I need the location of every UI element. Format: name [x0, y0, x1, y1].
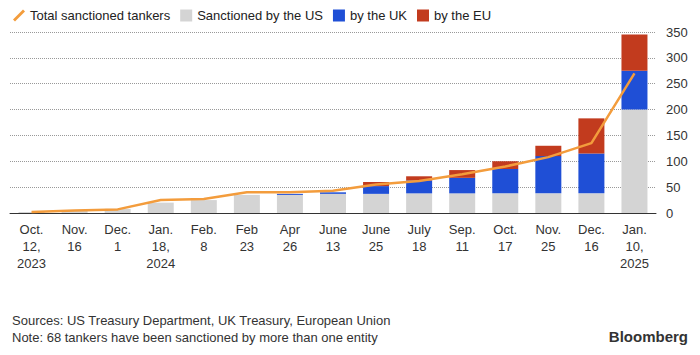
svg-text:150: 150: [666, 128, 688, 143]
svg-text:50: 50: [666, 180, 680, 195]
svg-text:100: 100: [666, 154, 688, 169]
svg-text:Jan.: Jan.: [148, 222, 173, 237]
svg-text:Dec.: Dec.: [578, 222, 605, 237]
svg-text:2023: 2023: [17, 256, 46, 271]
svg-text:Sanctioned by the US: Sanctioned by the US: [197, 8, 323, 23]
svg-text:8: 8: [200, 239, 207, 254]
svg-text:13: 13: [326, 239, 340, 254]
svg-text:by the EU: by the EU: [434, 8, 491, 23]
svg-text:16: 16: [67, 239, 81, 254]
svg-text:12,: 12,: [22, 239, 40, 254]
svg-text:Sources: US Treasury Departmen: Sources: US Treasury Department, UK Trea…: [12, 313, 390, 328]
svg-text:10,: 10,: [625, 239, 643, 254]
svg-text:300: 300: [666, 50, 688, 65]
svg-text:Dec.: Dec.: [104, 222, 131, 237]
svg-text:June: June: [362, 222, 390, 237]
svg-text:Nov.: Nov.: [535, 222, 561, 237]
svg-text:350: 350: [666, 25, 688, 40]
svg-text:18: 18: [412, 239, 426, 254]
svg-text:23: 23: [240, 239, 254, 254]
svg-text:by the UK: by the UK: [350, 8, 407, 23]
svg-text:Total sanctioned tankers: Total sanctioned tankers: [30, 8, 171, 23]
svg-text:2024: 2024: [146, 256, 175, 271]
svg-text:250: 250: [666, 76, 688, 91]
svg-text:0: 0: [666, 206, 673, 221]
svg-text:June: June: [319, 222, 347, 237]
svg-text:Apr: Apr: [280, 222, 301, 237]
svg-text:2025: 2025: [620, 256, 649, 271]
svg-text:Nov.: Nov.: [62, 222, 88, 237]
svg-text:Jan.: Jan.: [622, 222, 647, 237]
svg-text:Oct.: Oct.: [20, 222, 44, 237]
svg-text:Oct.: Oct.: [493, 222, 517, 237]
svg-text:Bloomberg: Bloomberg: [609, 328, 688, 345]
svg-text:11: 11: [455, 239, 469, 254]
svg-text:16: 16: [584, 239, 598, 254]
svg-text:18,: 18,: [152, 239, 170, 254]
svg-text:Sep.: Sep.: [449, 222, 476, 237]
svg-text:Feb: Feb: [236, 222, 258, 237]
svg-text:Note: 68 tankers have been san: Note: 68 tankers have been sanctioned by…: [12, 330, 378, 345]
svg-text:Feb.: Feb.: [191, 222, 217, 237]
svg-text:17: 17: [498, 239, 512, 254]
svg-text:25: 25: [541, 239, 555, 254]
svg-text:July: July: [408, 222, 432, 237]
svg-text:25: 25: [369, 239, 383, 254]
svg-text:26: 26: [283, 239, 297, 254]
svg-text:1: 1: [114, 239, 121, 254]
svg-text:200: 200: [666, 102, 688, 117]
